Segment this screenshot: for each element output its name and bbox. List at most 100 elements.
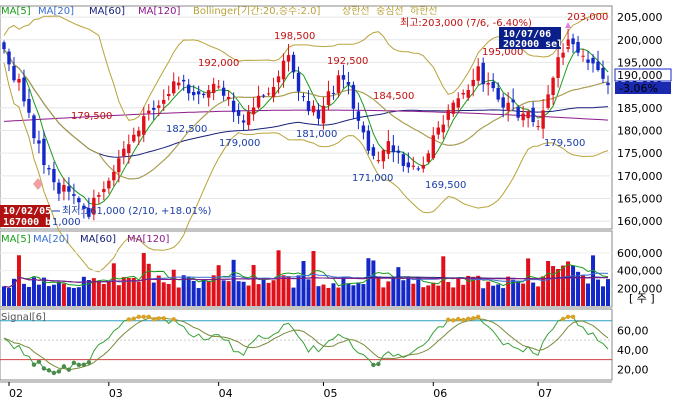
candle-body: [87, 208, 91, 217]
volume-bar: [206, 281, 211, 306]
vol-legend-ma5: MA[5]: [1, 234, 31, 245]
signal-oversold-dot: [371, 362, 376, 368]
candle-body: [541, 110, 545, 129]
candle-body: [157, 105, 161, 108]
signal-oversold-dot: [51, 370, 57, 376]
volume-bar: [31, 277, 36, 306]
candle-body: [406, 162, 411, 168]
candle-body: [261, 95, 266, 97]
volume-unit-label: [ 주 ]: [629, 292, 655, 305]
volume-bar: [321, 284, 326, 306]
price-y-tick-label: 160,000: [617, 215, 663, 228]
candle-body: [606, 82, 610, 86]
candle-body: [391, 145, 396, 153]
candle-body: [481, 62, 485, 85]
sell-tag-box: [499, 27, 561, 49]
candle-body: [351, 84, 356, 109]
signal-overbought-dot: [156, 316, 161, 321]
candle-body: [281, 60, 286, 80]
volume-bar: [421, 287, 426, 306]
signal-oversold-dot: [86, 360, 92, 365]
signal-oversold-dot: [71, 360, 77, 365]
candle-body: [256, 95, 261, 108]
sell-tag-date: 10/07/06: [503, 29, 551, 40]
volume-bar: [176, 287, 181, 306]
volume-bar: [71, 287, 76, 306]
x-axis-tick-label: 02: [9, 387, 23, 400]
peak-label-195000: 195,000: [482, 47, 523, 58]
legend-upper-band: 상한선: [342, 5, 370, 17]
candle-body: [476, 66, 480, 81]
peak-label-184500: 184,500: [373, 91, 414, 102]
candle-body: [526, 111, 530, 119]
volume-bar: [36, 284, 41, 306]
candle-body: [22, 77, 26, 102]
signal-oversold-dot: [66, 367, 72, 372]
candle-body: [376, 160, 381, 162]
candle-body: [316, 110, 321, 119]
sell-tag-text: 202000 sell: [503, 39, 569, 50]
volume-bar: [366, 258, 371, 306]
candle-body: [451, 102, 455, 114]
candle-body: [581, 55, 585, 57]
price-y-tick-label: 200,000: [617, 34, 663, 47]
x-axis-tick-label: 05: [323, 387, 337, 400]
x-axis-tick-label: 04: [219, 387, 233, 400]
candle-body: [531, 107, 535, 123]
volume-bar: [61, 283, 66, 306]
candle-body: [511, 99, 515, 103]
vol-legend-ma20: MA[20]: [33, 234, 69, 245]
volume-bar: [86, 280, 91, 306]
volume-bar: [461, 284, 466, 306]
candle-body: [246, 111, 251, 126]
candle-body: [286, 55, 291, 62]
candle-body: [336, 75, 341, 93]
candle-body: [326, 91, 331, 106]
volume-y-axis: 600,000 400,000 200,000: [617, 247, 663, 295]
volume-bar: [286, 276, 291, 306]
volume-bar: [381, 287, 386, 306]
volume-bar: [291, 287, 296, 306]
signal-overbought-dot: [456, 316, 461, 322]
candle-body: [127, 144, 131, 154]
trough-label-169500: 169,500: [425, 180, 466, 191]
volume-bar: [191, 280, 196, 306]
candle-body: [346, 82, 351, 85]
candle-body: [556, 57, 560, 78]
volume-bar: [21, 283, 26, 306]
volume-bar: [216, 265, 221, 306]
trough-label-179500-low: 179,500: [544, 138, 585, 149]
volume-bar: [251, 264, 256, 306]
volume-bar: [136, 281, 141, 306]
signal-overbought-dot: [131, 316, 136, 321]
volume-legend: MA[5] MA[20] MA[60] MA[120]: [1, 234, 169, 245]
candle-body: [496, 87, 500, 100]
volume-bar: [561, 265, 566, 306]
candle-body: [561, 52, 565, 58]
volume-bar: [521, 283, 526, 306]
candle-body: [37, 140, 41, 144]
candle-body: [107, 180, 111, 189]
candle-body: [186, 84, 191, 94]
candle-body: [371, 147, 376, 156]
volume-moving-averages: [3, 264, 609, 288]
candle-body: [42, 138, 46, 166]
last-change-bg: [615, 82, 671, 94]
volume-bar: [346, 283, 351, 306]
min-price-note: 최저:161,000 (2/10, +18.01%): [62, 205, 212, 217]
candle-body: [221, 87, 226, 96]
volume-bar: [246, 285, 251, 306]
candle-body: [137, 130, 141, 137]
last-price-value: 190,000: [617, 69, 663, 82]
candle-body: [17, 78, 21, 83]
volume-bar: [466, 275, 471, 306]
volume-bar: [511, 279, 516, 306]
candle-body: [301, 96, 306, 98]
price-y-tick-label: 185,000: [617, 102, 663, 115]
candle-body: [441, 124, 445, 133]
signal-overbought-dot: [565, 314, 571, 320]
volume-bar: [101, 284, 106, 306]
signal-lines: [3, 314, 609, 376]
volume-bar: [586, 283, 591, 306]
